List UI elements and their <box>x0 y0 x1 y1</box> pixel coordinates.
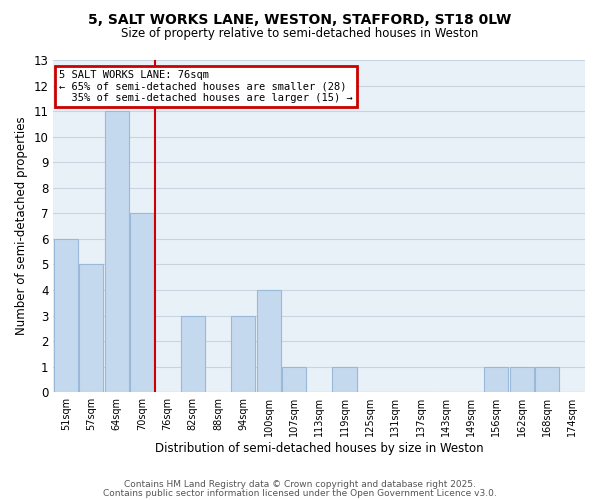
Y-axis label: Number of semi-detached properties: Number of semi-detached properties <box>15 117 28 336</box>
Bar <box>535 366 559 392</box>
Bar <box>332 366 356 392</box>
Bar <box>484 366 508 392</box>
Bar <box>54 239 78 392</box>
Text: Contains public sector information licensed under the Open Government Licence v3: Contains public sector information licen… <box>103 488 497 498</box>
Text: 5, SALT WORKS LANE, WESTON, STAFFORD, ST18 0LW: 5, SALT WORKS LANE, WESTON, STAFFORD, ST… <box>88 12 512 26</box>
Bar <box>79 264 103 392</box>
Text: Contains HM Land Registry data © Crown copyright and database right 2025.: Contains HM Land Registry data © Crown c… <box>124 480 476 489</box>
Bar <box>282 366 306 392</box>
Bar <box>130 214 154 392</box>
Bar <box>231 316 255 392</box>
Text: Size of property relative to semi-detached houses in Weston: Size of property relative to semi-detach… <box>121 28 479 40</box>
X-axis label: Distribution of semi-detached houses by size in Weston: Distribution of semi-detached houses by … <box>155 442 484 455</box>
Bar <box>509 366 534 392</box>
Bar <box>257 290 281 392</box>
Text: 5 SALT WORKS LANE: 76sqm
← 65% of semi-detached houses are smaller (28)
  35% of: 5 SALT WORKS LANE: 76sqm ← 65% of semi-d… <box>59 70 352 103</box>
Bar <box>104 111 129 392</box>
Bar <box>181 316 205 392</box>
